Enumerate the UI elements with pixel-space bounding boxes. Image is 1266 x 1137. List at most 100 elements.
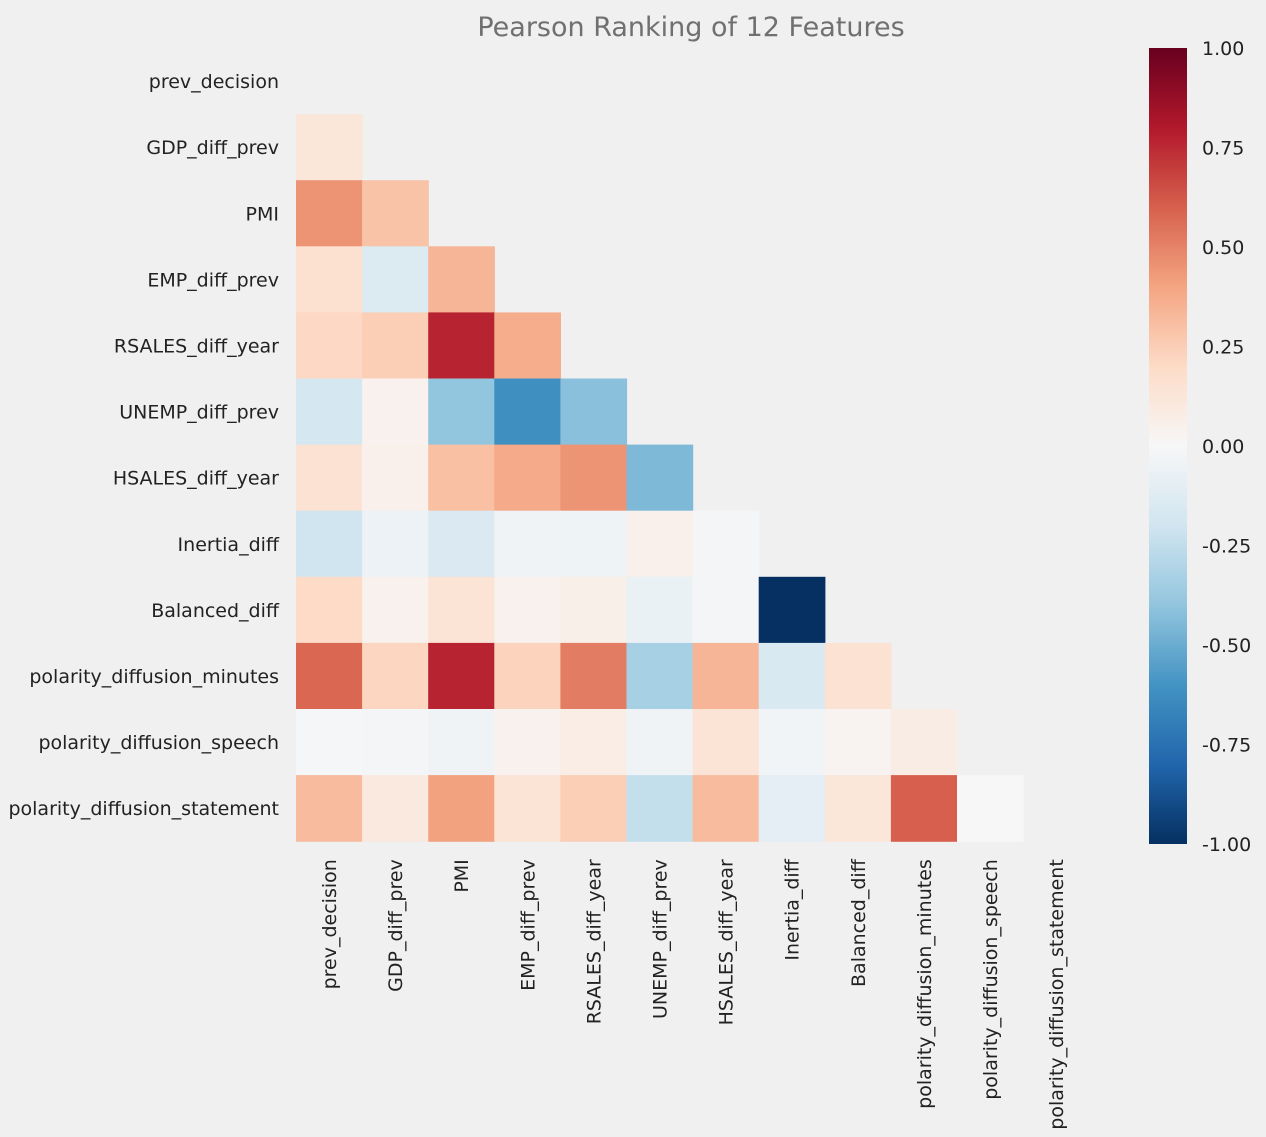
heatmap-cell-polarity_diffusion_speech-PMI	[428, 709, 495, 776]
colorbar-tick-8: -1.00	[1202, 834, 1251, 856]
heatmap-cell-polarity_diffusion_minutes-PMI	[428, 642, 495, 710]
heatmap-cell-polarity_diffusion_statement-prev_decision	[296, 775, 363, 842]
heatmap-cell-polarity_diffusion_speech-prev_decision	[296, 709, 363, 776]
heatmap-cell-PMI-prev_decision	[296, 180, 363, 247]
heatmap-cell-Balanced_diff-UNEMP_diff_prev	[626, 576, 694, 644]
colorbar-tick-2: 0.50	[1202, 237, 1244, 259]
heatmap-cell-HSALES_diff_year-UNEMP_diff_prev	[626, 444, 694, 512]
heatmap-cell-Balanced_diff-HSALES_diff_year	[692, 576, 760, 644]
heatmap-cell-EMP_diff_prev-GDP_diff_prev	[362, 246, 429, 313]
heatmap-cell-Balanced_diff-GDP_diff_prev	[362, 576, 429, 644]
heatmap-cell-Inertia_diff-UNEMP_diff_prev	[626, 510, 694, 578]
y-tick-label-EMP_diff_prev: EMP_diff_prev	[147, 269, 279, 291]
heatmap-cell-polarity_diffusion_statement-polarity_diffusion_speech	[957, 775, 1024, 842]
heatmap-cell-polarity_diffusion_statement-polarity_diffusion_minutes	[890, 775, 958, 842]
y-tick-label-UNEMP_diff_prev: UNEMP_diff_prev	[119, 402, 279, 424]
colorbar-tick-6: -0.50	[1202, 635, 1251, 657]
x-tick-label-HSALES_diff_year: HSALES_diff_year	[716, 859, 738, 1025]
heatmap-cell-HSALES_diff_year-RSALES_diff_year	[560, 444, 628, 512]
colorbar-tick-5: -0.25	[1202, 536, 1251, 558]
heatmap-cell-Inertia_diff-GDP_diff_prev	[362, 510, 429, 578]
heatmap-cell-polarity_diffusion_statement-RSALES_diff_year	[560, 775, 628, 842]
heatmap-cell-HSALES_diff_year-PMI	[428, 444, 495, 512]
heatmap-cell-Balanced_diff-EMP_diff_prev	[494, 576, 561, 644]
y-tick-label-PMI: PMI	[246, 203, 279, 225]
x-tick-label-polarity_diffusion_minutes: polarity_diffusion_minutes	[914, 859, 936, 1109]
heatmap-cell-polarity_diffusion_speech-HSALES_diff_year	[692, 709, 760, 776]
heatmap-cell-polarity_diffusion_speech-Balanced_diff	[824, 709, 892, 776]
heatmap-cell-polarity_diffusion_minutes-Balanced_diff	[824, 642, 892, 710]
x-tick-labels: prev_decision GDP_diff_prev PMI EMP_diff_pr…	[319, 858, 1068, 1129]
heatmap-cell-polarity_diffusion_speech-UNEMP_diff_prev	[626, 709, 694, 776]
heatmap-cell-UNEMP_diff_prev-RSALES_diff_year	[560, 378, 628, 446]
heatmap-cell-HSALES_diff_year-EMP_diff_prev	[494, 444, 561, 512]
colorbar-tick-labels: 1.00 0.75 0.50 0.25 0.00 -0.25 -0.50 -0.75 -1.00	[1202, 38, 1251, 856]
heatmap-cell-Inertia_diff-EMP_diff_prev	[494, 510, 561, 578]
heatmap-cell-polarity_diffusion_speech-polarity_diffusion_minutes	[890, 709, 958, 776]
heatmap-cell-Inertia_diff-HSALES_diff_year	[692, 510, 760, 578]
heatmap-cell-UNEMP_diff_prev-prev_decision	[296, 378, 363, 446]
heatmap-cell-polarity_diffusion_statement-EMP_diff_prev	[494, 775, 561, 842]
heatmap-cell-Balanced_diff-PMI	[428, 576, 495, 644]
heatmap-cells	[296, 114, 1024, 842]
y-tick-label-GDP_diff_prev: GDP_diff_prev	[146, 137, 279, 159]
heatmap-cell-Balanced_diff-RSALES_diff_year	[560, 576, 628, 644]
heatmap-cell-polarity_diffusion_speech-EMP_diff_prev	[494, 709, 561, 776]
heatmap-cell-HSALES_diff_year-prev_decision	[296, 444, 363, 512]
heatmap-cell-polarity_diffusion_statement-UNEMP_diff_prev	[626, 775, 694, 842]
y-tick-label-polarity_diffusion_statement: polarity_diffusion_statement	[8, 798, 279, 820]
x-tick-label-GDP_diff_prev: GDP_diff_prev	[385, 859, 407, 992]
heatmap-cell-polarity_diffusion_speech-Inertia_diff	[758, 709, 826, 776]
heatmap-cell-polarity_diffusion_statement-Inertia_diff	[758, 775, 826, 842]
chart-title: Pearson Ranking of 12 Features	[477, 12, 904, 43]
heatmap-cell-EMP_diff_prev-PMI	[428, 246, 495, 313]
heatmap-cell-polarity_diffusion_minutes-Inertia_diff	[758, 642, 826, 710]
colorbar-tick-3: 0.25	[1202, 337, 1244, 359]
y-tick-label-polarity_diffusion_minutes: polarity_diffusion_minutes	[29, 666, 279, 688]
heatmap-cell-Balanced_diff-prev_decision	[296, 576, 363, 644]
heatmap-cell-Inertia_diff-RSALES_diff_year	[560, 510, 628, 578]
heatmap-cell-RSALES_diff_year-EMP_diff_prev	[494, 312, 561, 380]
x-tick-label-UNEMP_diff_prev: UNEMP_diff_prev	[650, 859, 672, 1019]
heatmap-cell-RSALES_diff_year-prev_decision	[296, 312, 363, 380]
x-tick-label-RSALES_diff_year: RSALES_diff_year	[583, 859, 605, 1024]
heatmap-cell-UNEMP_diff_prev-GDP_diff_prev	[362, 378, 429, 446]
heatmap-cell-polarity_diffusion_minutes-UNEMP_diff_prev	[626, 642, 694, 710]
heatmap-cell-polarity_diffusion_minutes-RSALES_diff_year	[560, 642, 628, 710]
x-tick-label-EMP_diff_prev: EMP_diff_prev	[517, 859, 539, 991]
heatmap-cell-polarity_diffusion_minutes-prev_decision	[296, 642, 363, 710]
heatmap-cell-polarity_diffusion_statement-PMI	[428, 775, 495, 842]
heatmap-cell-RSALES_diff_year-GDP_diff_prev	[362, 312, 429, 380]
y-tick-label-HSALES_diff_year: HSALES_diff_year	[113, 468, 279, 490]
colorbar-tick-4: 0.00	[1202, 436, 1244, 458]
heatmap-cell-UNEMP_diff_prev-PMI	[428, 378, 495, 446]
heatmap-cell-polarity_diffusion_speech-RSALES_diff_year	[560, 709, 628, 776]
colorbar	[1149, 48, 1187, 844]
y-tick-labels: prev_decision GDP_diff_prev PMI EMP_diff_pr…	[8, 71, 279, 820]
colorbar-tick-0: 1.00	[1202, 38, 1244, 60]
heatmap-cell-EMP_diff_prev-prev_decision	[296, 246, 363, 313]
heatmap-cell-polarity_diffusion_statement-Balanced_diff	[824, 775, 892, 842]
x-tick-label-polarity_diffusion_speech: polarity_diffusion_speech	[980, 859, 1002, 1100]
heatmap-cell-UNEMP_diff_prev-EMP_diff_prev	[494, 378, 561, 446]
heatmap-cell-Inertia_diff-PMI	[428, 510, 495, 578]
heatmap-cell-polarity_diffusion_statement-HSALES_diff_year	[692, 775, 760, 842]
heatmap-cell-polarity_diffusion_speech-GDP_diff_prev	[362, 709, 429, 776]
heatmap-cell-polarity_diffusion_minutes-GDP_diff_prev	[362, 642, 429, 710]
x-tick-label-polarity_diffusion_statement: polarity_diffusion_statement	[1046, 859, 1068, 1130]
heatmap-cell-GDP_diff_prev-prev_decision	[296, 114, 363, 181]
heatmap-cell-Inertia_diff-prev_decision	[296, 510, 363, 578]
y-tick-label-RSALES_diff_year: RSALES_diff_year	[114, 335, 279, 357]
x-tick-label-Inertia_diff: Inertia_diff	[782, 858, 804, 960]
x-tick-label-Balanced_diff: Balanced_diff	[848, 858, 870, 987]
y-tick-label-Balanced_diff: Balanced_diff	[151, 600, 280, 622]
heatmap-cell-HSALES_diff_year-GDP_diff_prev	[362, 444, 429, 512]
y-tick-label-polarity_diffusion_speech: polarity_diffusion_speech	[38, 732, 279, 754]
heatmap-cell-Balanced_diff-Inertia_diff	[758, 576, 826, 644]
y-tick-label-prev_decision: prev_decision	[149, 71, 279, 93]
heatmap-cell-PMI-GDP_diff_prev	[362, 180, 429, 247]
colorbar-tick-7: -0.75	[1202, 735, 1251, 757]
heatmap-cell-polarity_diffusion_minutes-HSALES_diff_year	[692, 642, 760, 710]
